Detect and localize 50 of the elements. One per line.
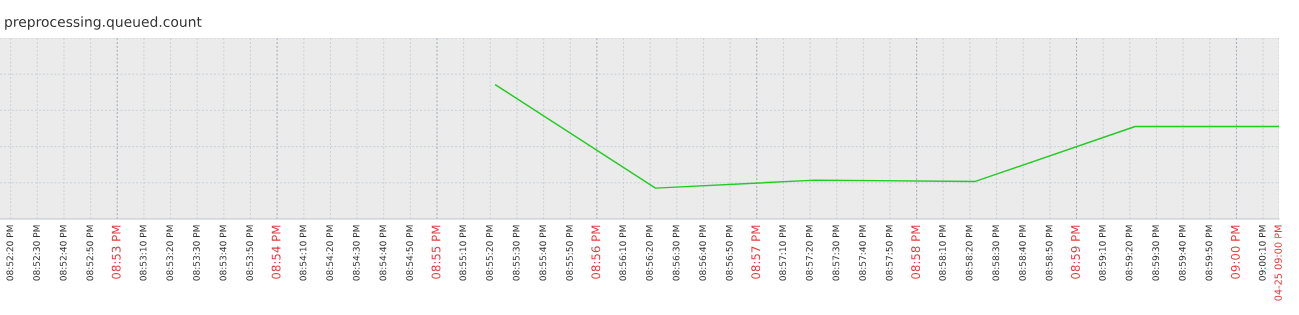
x-tick-label: 08:54:20 PM [326,225,334,281]
x-tick-label: 08:58 PM [911,225,921,279]
x-tick-label: 08:59 PM [1070,225,1080,279]
x-tick-label: 08:53 PM [111,225,121,279]
x-tick-label: 08:53:20 PM [166,225,174,281]
x-tick-label: 08:59:40 PM [1178,225,1186,281]
x-tick-label: 08:56:20 PM [645,225,653,281]
x-tick-label: 08:53:30 PM [193,225,200,281]
x-tick-label: 08:55 PM [431,225,441,279]
x-tick-label: 08:55:40 PM [539,225,547,281]
x-tick-label: 08:55:30 PM [512,225,520,281]
x-tick-label: 08:58:30 PM [992,225,1000,281]
x-tick-label: 08:58:50 PM [1045,225,1053,281]
x-tick-label: 04-25 09:00 PM [1274,225,1282,301]
x-tick-label: 08:59:30 PM [1152,225,1160,281]
x-tick-label: 08:53:50 PM [246,225,254,281]
x-tick-label: 08:59:50 PM [1205,225,1213,281]
x-tick-label: 08:54:10 PM [299,225,307,281]
x-tick-label: 08:56:50 PM [725,225,733,281]
x-tick-label: 08:52:40 PM [59,225,67,281]
x-tick-label: 08:59:20 PM [1125,225,1133,281]
x-tick-label: 08:53:10 PM [139,225,147,281]
x-tick-label: 08:56:40 PM [699,225,707,281]
x-tick-label: 08:54 PM [271,225,281,279]
x-tick-label: 08:52:30 PM [33,225,40,281]
x-tick-label: 08:59:10 PM [1098,225,1106,281]
x-tick-label: 08:56 PM [591,225,601,279]
x-tick-label: 08:57:40 PM [859,225,866,281]
x-tick-label: 08:57:50 PM [885,225,893,281]
x-tick-label: 08:58:10 PM [939,225,946,281]
x-tick-label: 09:00 PM [1230,225,1240,279]
x-tick-label: 09:00:10 PM [1258,225,1266,281]
x-tick-label: 08:55:10 PM [459,225,467,281]
x-tick-label: 08:57:20 PM [805,225,813,281]
chart-title: preprocessing.queued.count [5,16,202,30]
x-tick-label: 08:56:30 PM [672,225,680,281]
x-tick-label: 08:55:50 PM [566,225,573,281]
x-tick-label: 08:58:20 PM [965,225,973,281]
x-tick-label: 08:54:30 PM [352,225,360,281]
x-tick-label: 08:52:20 PM [6,225,14,281]
x-tick-label: 08:57:30 PM [832,225,840,281]
x-tick-label: 08:52:50 PM [86,225,94,281]
x-tick-label: 08:58:40 PM [1019,225,1026,281]
x-tick-label: 08:54:40 PM [379,225,387,281]
x-tick-label: 08:54:50 PM [406,225,413,281]
x-tick-label: 08:57 PM [751,225,761,279]
x-tick-label: 08:53:40 PM [219,225,227,281]
x-tick-label: 08:57:10 PM [779,225,787,281]
x-tick-label: 08:55:20 PM [486,225,493,281]
x-tick-label: 08:56:10 PM [619,225,627,281]
